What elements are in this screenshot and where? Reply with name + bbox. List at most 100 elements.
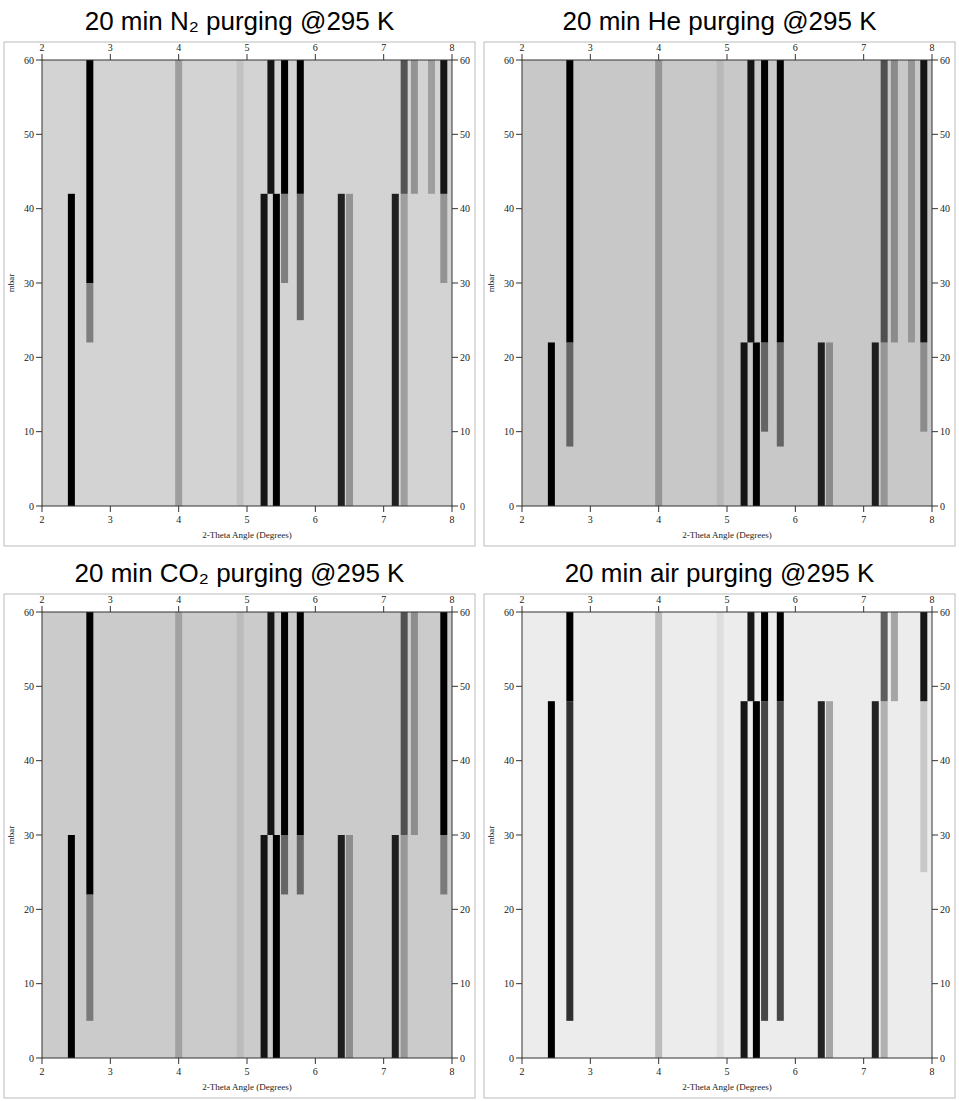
y-tick (516, 431, 522, 432)
x-tick (795, 506, 796, 512)
peak (717, 60, 724, 506)
x-tick-label-top: 7 (861, 594, 866, 605)
x-tick (383, 606, 384, 612)
x-tick-label: 5 (245, 514, 250, 525)
y-tick (452, 208, 458, 209)
peak-group (68, 612, 447, 1058)
peak (872, 342, 879, 506)
y-tick-label: 50 (24, 129, 34, 140)
x-tick (178, 54, 179, 60)
x-tick-label-top: 6 (793, 594, 798, 605)
plot-frame (522, 612, 932, 1058)
y-tick (932, 983, 938, 984)
panel: 20 min N₂ purging @295 K2233445566778800… (4, 6, 475, 546)
x-tick-label: 7 (861, 514, 866, 525)
y-tick (516, 208, 522, 209)
x-tick (315, 606, 316, 612)
x-tick (727, 506, 728, 512)
y-tick (452, 134, 458, 135)
y-tick (516, 909, 522, 910)
y-tick (36, 686, 42, 687)
y-tick (36, 283, 42, 284)
x-tick-label: 5 (725, 1066, 730, 1077)
y-tick-label-right: 20 (940, 904, 950, 915)
x-tick (863, 506, 864, 512)
x-tick-label-top: 2 (40, 42, 45, 53)
y-tick (932, 760, 938, 761)
y-tick (452, 909, 458, 910)
y-tick (36, 357, 42, 358)
plot-background (522, 60, 932, 506)
x-tick-label: 2 (520, 514, 525, 525)
y-tick (516, 612, 522, 613)
x-tick-label: 4 (176, 514, 181, 525)
peak (566, 342, 573, 446)
x-tick-label: 8 (930, 514, 935, 525)
panel-frame (4, 42, 475, 546)
plot-background (42, 60, 452, 506)
peak (777, 342, 784, 446)
y-tick-label-right: 50 (940, 129, 950, 140)
peak (881, 701, 888, 1058)
x-tick (932, 506, 933, 512)
plot-frame (42, 612, 452, 1058)
y-tick (36, 506, 42, 507)
x-tick (522, 1058, 523, 1064)
x-tick (590, 54, 591, 60)
peak (86, 612, 93, 894)
peak (872, 701, 879, 1058)
x-tick (315, 54, 316, 60)
panel-frame (4, 594, 475, 1098)
y-tick (932, 1058, 938, 1059)
peak (273, 835, 280, 1058)
peak (346, 194, 353, 506)
x-tick-label: 8 (450, 1066, 455, 1077)
x-tick (522, 506, 523, 512)
y-tick (452, 506, 458, 507)
x-tick-label: 5 (245, 1066, 250, 1077)
x-tick (247, 506, 248, 512)
peak (401, 194, 408, 506)
y-tick (36, 60, 42, 61)
x-tick (383, 506, 384, 512)
peak (428, 60, 435, 194)
y-tick (516, 283, 522, 284)
y-tick-label: 50 (504, 681, 514, 692)
peak (273, 194, 280, 506)
x-tick (452, 54, 453, 60)
peak-group (548, 60, 927, 506)
x-tick-label: 5 (725, 514, 730, 525)
y-tick (516, 357, 522, 358)
y-tick-label-right: 50 (940, 681, 950, 692)
y-tick-label-right: 30 (460, 278, 470, 289)
x-tick-label-top: 4 (176, 42, 181, 53)
x-tick (658, 1058, 659, 1064)
y-tick-label: 40 (504, 755, 514, 766)
y-tick-label-right: 60 (460, 55, 470, 66)
panel-title: 20 min N₂ purging @295 K (85, 6, 395, 36)
x-tick (383, 54, 384, 60)
y-tick (516, 760, 522, 761)
peak (297, 835, 304, 894)
peak (237, 612, 244, 1058)
peak (881, 612, 888, 701)
x-tick-label-top: 7 (861, 42, 866, 53)
x-tick (452, 1058, 453, 1064)
x-tick-label: 8 (450, 514, 455, 525)
x-tick (110, 54, 111, 60)
y-tick-label: 60 (504, 607, 514, 618)
x-tick (178, 506, 179, 512)
x-tick (247, 606, 248, 612)
panel-title: 20 min He purging @295 K (562, 6, 877, 36)
peak (566, 60, 573, 342)
peak (761, 60, 768, 342)
peak-group (548, 612, 927, 1058)
y-tick (516, 835, 522, 836)
panel-frame (484, 42, 955, 546)
peak (753, 342, 760, 506)
peak (440, 60, 447, 194)
y-tick-label-right: 20 (460, 352, 470, 363)
x-tick-label: 2 (520, 1066, 525, 1077)
x-tick-label: 4 (656, 514, 661, 525)
x-tick-label-top: 8 (450, 42, 455, 53)
